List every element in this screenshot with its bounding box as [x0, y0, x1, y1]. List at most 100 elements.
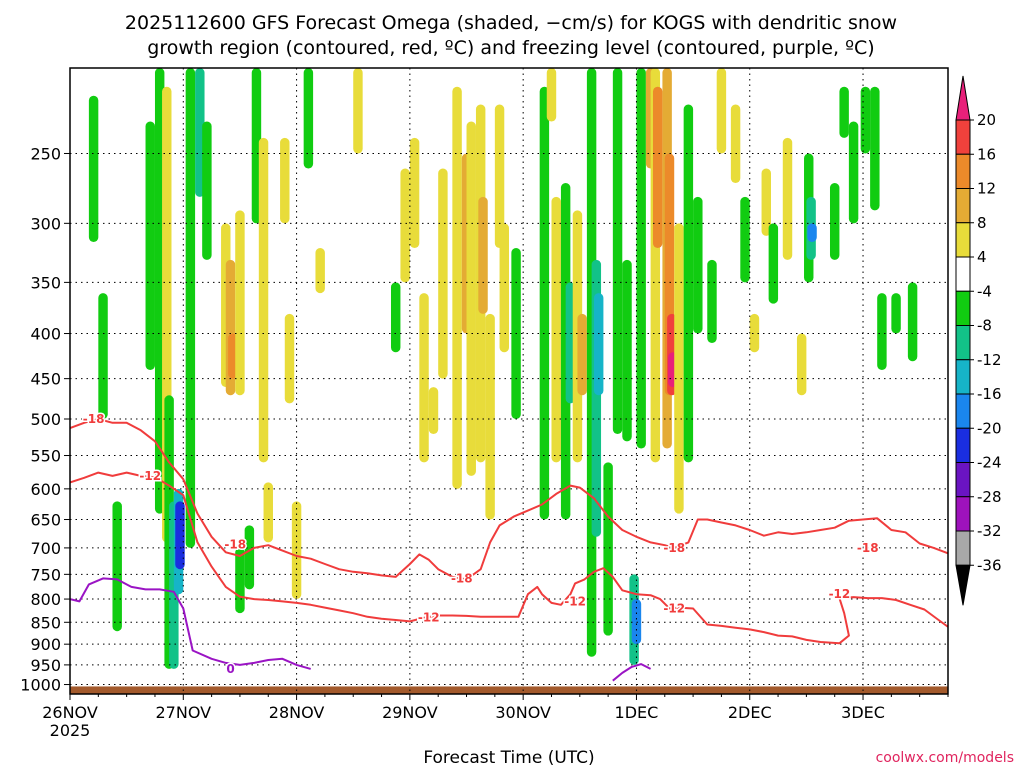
- omega-region: [390, 282, 401, 353]
- omega-region: [98, 293, 108, 420]
- colorbar-segment: [955, 462, 971, 498]
- omega-region: [539, 86, 550, 520]
- colorbar-tick-label: -20: [977, 419, 1002, 437]
- omega-region: [291, 501, 302, 600]
- omega-region: [870, 86, 880, 211]
- x-tick-label: 27NOV: [155, 703, 211, 722]
- omega-region: [612, 68, 623, 435]
- colorbar-segment: [955, 256, 971, 292]
- contour-line: [70, 471, 948, 645]
- y-tick-label: 500: [30, 410, 61, 429]
- omega-region: [577, 313, 587, 396]
- contour-label: -18: [83, 412, 105, 426]
- colorbar-tick-label: -28: [977, 488, 1002, 506]
- omega-region: [244, 525, 255, 590]
- omega-region: [280, 137, 290, 224]
- omega-region: [891, 293, 901, 334]
- omega-shading: [88, 68, 918, 669]
- omega-region: [353, 68, 363, 154]
- y-tick-label: 400: [30, 325, 61, 344]
- colorbar-segment: [955, 530, 971, 566]
- colorbar-segment: [955, 119, 971, 155]
- colorbar-tick-label: 16: [977, 145, 996, 163]
- omega-region: [235, 210, 245, 396]
- contour-label: -18: [451, 571, 473, 585]
- x-tick-label: 3DEC: [841, 703, 885, 722]
- contour-label: -12: [829, 587, 851, 601]
- omega-region: [565, 282, 576, 404]
- omega-region: [145, 121, 155, 371]
- omega-region: [315, 248, 325, 294]
- omega-region: [546, 68, 557, 122]
- y-tick-label: 300: [30, 214, 61, 233]
- colorbar-tick-label: -8: [977, 317, 992, 335]
- y-tick-label: 700: [30, 539, 61, 558]
- colorbar-segment: [955, 427, 971, 463]
- omega-region: [466, 121, 476, 476]
- colorbar-tick-label: 8: [977, 214, 987, 232]
- colorbar-tick-label: 4: [977, 248, 987, 266]
- omega-region: [848, 121, 859, 224]
- omega-region: [452, 86, 462, 489]
- colorbar-tick-label: -4: [977, 282, 992, 300]
- x-tick-label: 30NOV: [495, 703, 551, 722]
- omega-region: [499, 223, 509, 353]
- colorbar: 20 16 12 8 4 -4 -8 -12 -16 -20 -24 -28 -32 -36: [955, 75, 1002, 606]
- omega-region: [693, 196, 703, 334]
- omega-region: [839, 86, 849, 138]
- omega-region: [494, 104, 505, 249]
- y-tick-label: 850: [30, 613, 61, 632]
- omega-region: [683, 104, 694, 463]
- contour-line: [70, 418, 948, 581]
- omega-region: [622, 259, 632, 442]
- chart-title-line-1: 2025112600 GFS Forecast Omega (shaded, −…: [125, 12, 897, 34]
- y-tick-label: 450: [30, 370, 61, 389]
- omega-region: [478, 196, 488, 314]
- omega-region: [428, 387, 439, 435]
- x-tick-label: 26NOV: [42, 703, 98, 722]
- colorbar-tick-label: -12: [977, 351, 1002, 369]
- omega-region: [716, 68, 727, 154]
- omega-region: [749, 313, 760, 353]
- colorbar-segment: [955, 222, 971, 258]
- contour-label: -18: [224, 538, 246, 552]
- colorbar-top-arrow: [955, 75, 971, 121]
- omega-region: [88, 95, 99, 243]
- omega-region: [303, 68, 314, 169]
- colorbar-tick-label: -36: [977, 556, 1002, 574]
- omega-region: [175, 501, 185, 570]
- contour-line: [70, 577, 311, 670]
- omega-region: [400, 168, 410, 283]
- omega-region: [782, 137, 793, 260]
- colorbar-segment: [955, 496, 971, 532]
- omega-region: [485, 313, 495, 520]
- colorbar-tick-label: -32: [977, 522, 1002, 540]
- omega-region: [438, 168, 448, 379]
- omega-region: [409, 137, 420, 249]
- y-tick-label: 950: [30, 656, 61, 675]
- omega-region: [674, 223, 684, 514]
- y-tick-label: 350: [30, 273, 61, 292]
- credit-text: coolwx.com/models: [876, 750, 1014, 766]
- omega-region: [551, 196, 561, 463]
- contour-label: 0: [226, 662, 234, 676]
- x-axis-label: Forecast Time (UTC): [423, 748, 594, 768]
- x-tick-label: 2DEC: [728, 703, 772, 722]
- omega-region: [258, 137, 269, 463]
- omega-region: [652, 86, 663, 249]
- contour-label: -12: [663, 602, 685, 616]
- contour-label: -12: [564, 594, 586, 608]
- colorbar-tick-label: -24: [977, 454, 1002, 472]
- contour-label: -18: [857, 541, 879, 555]
- omega-region: [636, 68, 646, 449]
- y-tick-label: 900: [30, 635, 61, 654]
- x-tick-label: 28NOV: [269, 703, 325, 722]
- colorbar-segment: [955, 393, 971, 429]
- omega-region: [185, 68, 196, 548]
- colorbar-tick-label: -16: [977, 385, 1002, 403]
- omega-region: [707, 259, 717, 343]
- omega-region: [730, 104, 741, 183]
- contour-line: [612, 663, 652, 682]
